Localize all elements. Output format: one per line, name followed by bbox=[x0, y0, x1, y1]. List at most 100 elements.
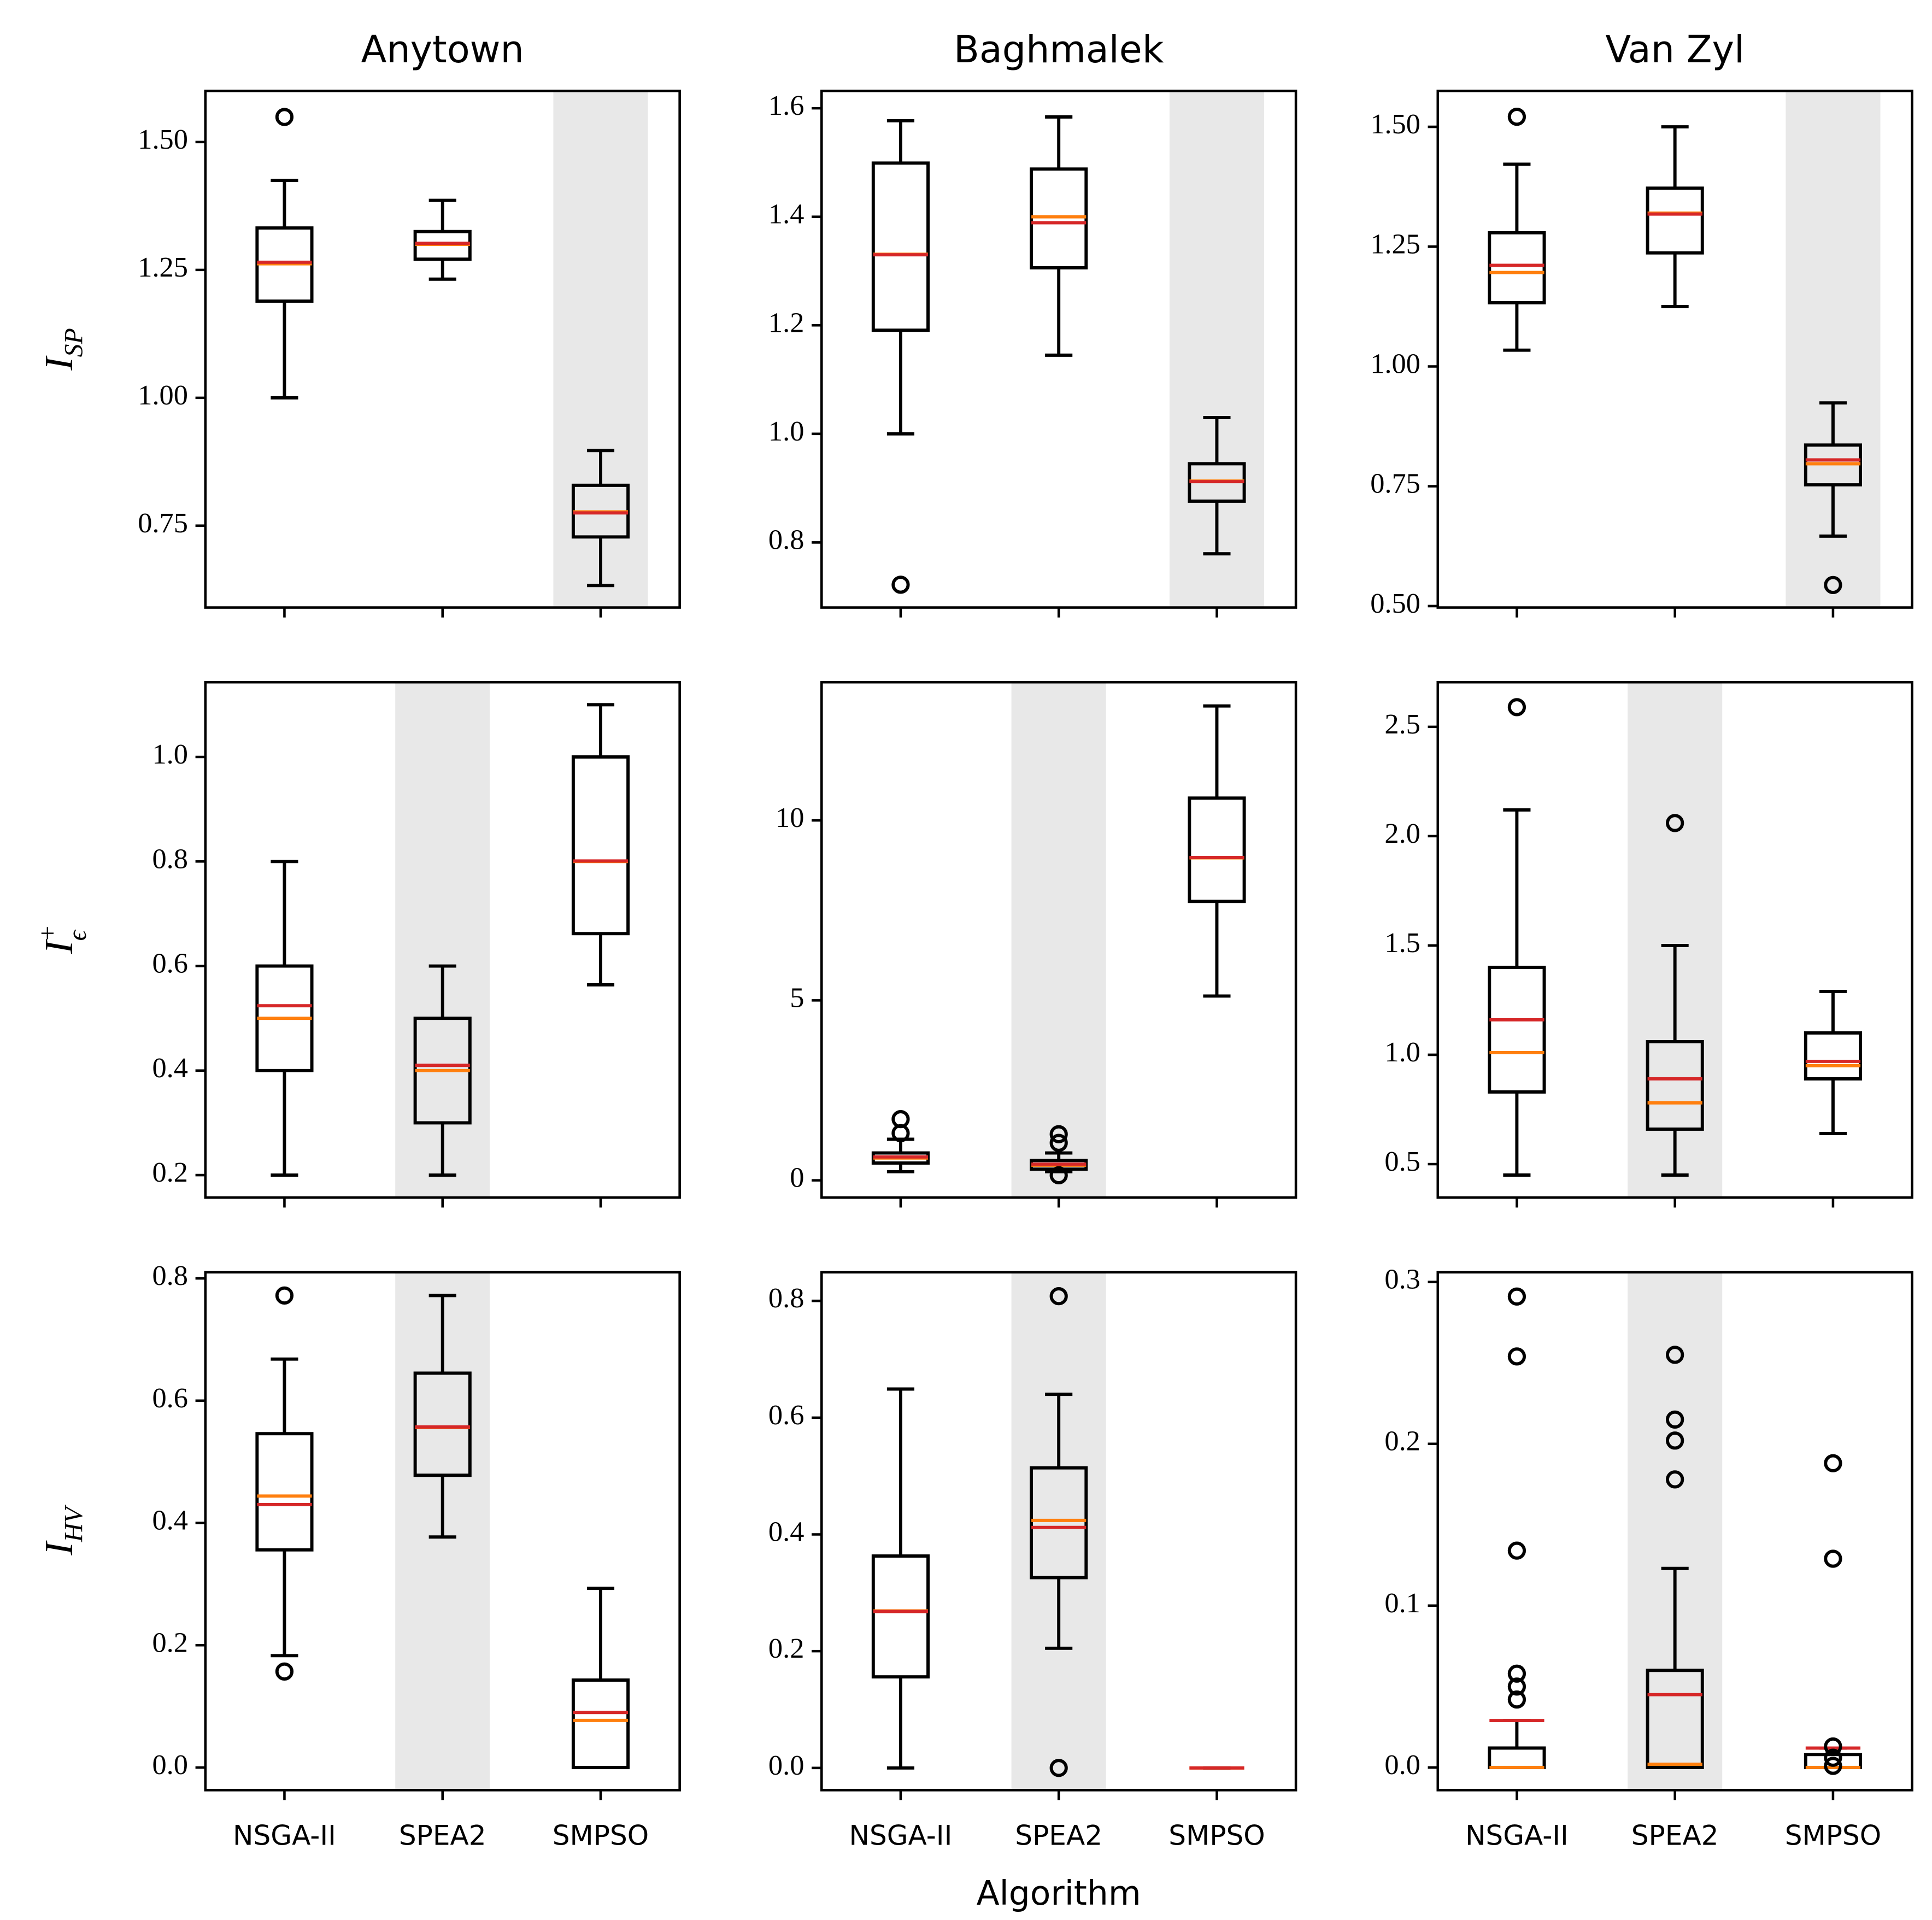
whisker-low bbox=[886, 1677, 914, 1770]
whisker-high bbox=[1661, 943, 1689, 1042]
y-tick-label: 1.0 bbox=[768, 415, 804, 447]
whisker-low bbox=[1045, 1577, 1073, 1650]
y-tick-label: 0.1 bbox=[1384, 1587, 1420, 1619]
flier bbox=[1824, 1454, 1842, 1472]
y-tick-label: 0.6 bbox=[152, 1382, 187, 1414]
flier bbox=[1507, 1677, 1526, 1696]
y-tick-label: 1.25 bbox=[138, 251, 188, 283]
whisker-high bbox=[428, 198, 456, 232]
flier bbox=[1666, 814, 1684, 832]
box bbox=[413, 1371, 472, 1477]
highlight-band bbox=[553, 91, 648, 608]
y-tick-label: 5 bbox=[790, 982, 804, 1013]
x-axis-label: Algorithm bbox=[977, 1874, 1141, 1913]
y-tick-label: 2.0 bbox=[1384, 818, 1420, 849]
box bbox=[1646, 1040, 1704, 1131]
whisker-low bbox=[1503, 302, 1531, 352]
box bbox=[1646, 186, 1704, 255]
box bbox=[1488, 965, 1546, 1094]
whisker-low bbox=[1203, 501, 1231, 556]
y-tick-label: 1.5 bbox=[1384, 927, 1420, 959]
y-label-base: I bbox=[37, 938, 81, 954]
y-tick-label: 0.0 bbox=[768, 1749, 804, 1781]
whisker-high bbox=[586, 1587, 615, 1681]
flier bbox=[1049, 1287, 1068, 1306]
y-label-base: I bbox=[37, 1540, 81, 1556]
whisker-low bbox=[586, 537, 615, 588]
x-tick-label: SMPSO bbox=[1168, 1819, 1265, 1852]
whisker-low bbox=[428, 1475, 456, 1539]
whisker-high bbox=[271, 860, 298, 966]
y-tick-label: 2.5 bbox=[1384, 708, 1420, 740]
whisker-low bbox=[1503, 1091, 1531, 1177]
axes-frame bbox=[1436, 680, 1913, 1199]
whisker-low bbox=[1819, 1078, 1847, 1135]
y-axis-label: IHV bbox=[37, 1505, 88, 1556]
whisker-high bbox=[586, 703, 615, 757]
y-label-sub: ϵ bbox=[63, 929, 92, 941]
y-tick-label: 1.50 bbox=[138, 124, 188, 155]
y-tick-label: 0.8 bbox=[768, 524, 804, 555]
flier bbox=[1666, 1346, 1684, 1364]
axes-frame bbox=[204, 90, 681, 609]
flier bbox=[891, 576, 910, 594]
box bbox=[571, 1678, 630, 1769]
whisker-low bbox=[1203, 901, 1231, 998]
whisker-low bbox=[428, 259, 456, 281]
x-tick-label: SMPSO bbox=[1785, 1819, 1881, 1852]
x-tick-label: NSGA-II bbox=[849, 1819, 952, 1852]
y-tick-label: 0.2 bbox=[768, 1633, 804, 1664]
flier bbox=[1507, 1347, 1526, 1366]
flier bbox=[1666, 1431, 1684, 1450]
y-label-sub: SP bbox=[59, 328, 88, 357]
column-title: Baghmalek bbox=[954, 28, 1164, 72]
x-tick-label: SPEA2 bbox=[1015, 1819, 1102, 1852]
highlight-band bbox=[1011, 682, 1106, 1198]
y-tick-label: 1.00 bbox=[138, 379, 188, 411]
whisker-low bbox=[428, 1123, 456, 1177]
y-tick-label: 0.0 bbox=[1384, 1749, 1420, 1781]
whisker-low bbox=[1661, 253, 1689, 308]
y-tick-label: 0.8 bbox=[152, 843, 187, 874]
box bbox=[1030, 167, 1088, 269]
y-tick-label: 1.0 bbox=[1384, 1036, 1420, 1068]
box bbox=[871, 1554, 930, 1679]
whisker-high bbox=[1661, 1566, 1689, 1671]
whisker-high bbox=[1203, 416, 1231, 464]
y-tick-label: 10 bbox=[776, 802, 804, 833]
box bbox=[1488, 231, 1546, 304]
flier bbox=[275, 108, 294, 126]
box bbox=[1488, 1746, 1546, 1769]
flier bbox=[1824, 1737, 1842, 1756]
whisker-high bbox=[428, 1294, 456, 1373]
y-tick-label: 0.5 bbox=[1384, 1146, 1420, 1177]
whisker-low bbox=[586, 933, 615, 987]
y-tick-label: 1.25 bbox=[1370, 228, 1420, 260]
y-tick-label: 0.8 bbox=[768, 1282, 804, 1314]
y-tick-label: 0.75 bbox=[138, 507, 188, 539]
box bbox=[1188, 796, 1246, 903]
y-tick-label: 0.3 bbox=[1384, 1264, 1420, 1295]
x-tick-label: SMPSO bbox=[553, 1819, 649, 1852]
x-tick-label: SPEA2 bbox=[399, 1819, 486, 1852]
highlight-band bbox=[395, 682, 490, 1198]
flier bbox=[1507, 1541, 1526, 1560]
flier bbox=[1824, 1748, 1842, 1767]
y-tick-label: 1.50 bbox=[1370, 108, 1420, 140]
y-tick-label: 0.6 bbox=[768, 1399, 804, 1431]
highlight-band bbox=[1628, 682, 1723, 1198]
whisker-high bbox=[271, 1357, 298, 1434]
y-tick-label: 1.00 bbox=[1370, 348, 1420, 380]
flier bbox=[275, 1286, 294, 1305]
flier bbox=[1049, 1166, 1068, 1185]
highlight-band bbox=[1628, 1272, 1723, 1790]
y-tick-label: 1.2 bbox=[768, 307, 804, 338]
whisker-high bbox=[1819, 401, 1847, 445]
y-tick-label: 0.4 bbox=[152, 1505, 187, 1536]
flier bbox=[275, 1662, 294, 1681]
flier bbox=[1507, 1690, 1526, 1709]
whisker-high bbox=[1503, 162, 1531, 233]
whisker-low bbox=[1045, 268, 1073, 357]
